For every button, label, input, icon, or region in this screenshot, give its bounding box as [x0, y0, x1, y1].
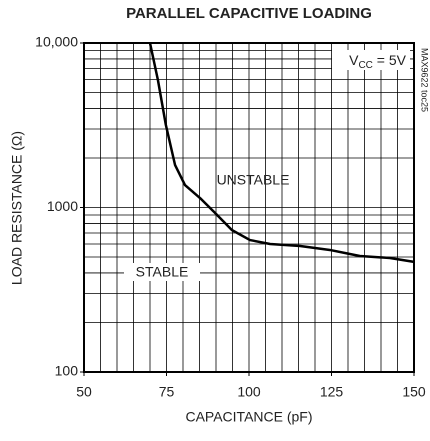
- y-tick-label: 1000: [47, 198, 78, 214]
- curve: [148, 42, 415, 264]
- x-axis-label: CAPACITANCE (pF): [185, 409, 312, 425]
- vcc-rest: = 5V: [373, 52, 407, 68]
- annotation: UNSTABLE: [217, 172, 290, 188]
- y-tick-label: 100: [55, 363, 79, 379]
- x-tick-label: 50: [76, 384, 92, 400]
- label-bg: [124, 263, 200, 281]
- x-tick-label: 125: [320, 384, 344, 400]
- y-axis-label: LOAD RESISTANCE (Ω): [9, 131, 25, 285]
- chart-title: PARALLEL CAPACITIVE LOADING: [126, 5, 372, 22]
- vcc-main: V: [349, 52, 359, 68]
- label-bg: [332, 50, 410, 70]
- side-note: MAX9622 toc25: [420, 48, 430, 112]
- vcc-label: VCC = 5V: [349, 52, 407, 71]
- x-tick-label: 100: [237, 384, 261, 400]
- x-tick-label: 150: [402, 384, 426, 400]
- vcc-sub: CC: [358, 60, 372, 71]
- y-tick-label: 10,000: [35, 34, 78, 50]
- x-tick-label: 75: [159, 384, 175, 400]
- annotation: STABLE: [136, 264, 189, 280]
